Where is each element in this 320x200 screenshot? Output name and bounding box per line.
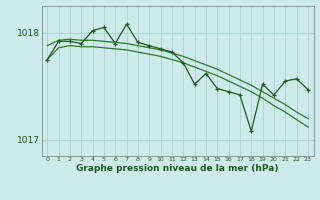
- X-axis label: Graphe pression niveau de la mer (hPa): Graphe pression niveau de la mer (hPa): [76, 164, 279, 173]
